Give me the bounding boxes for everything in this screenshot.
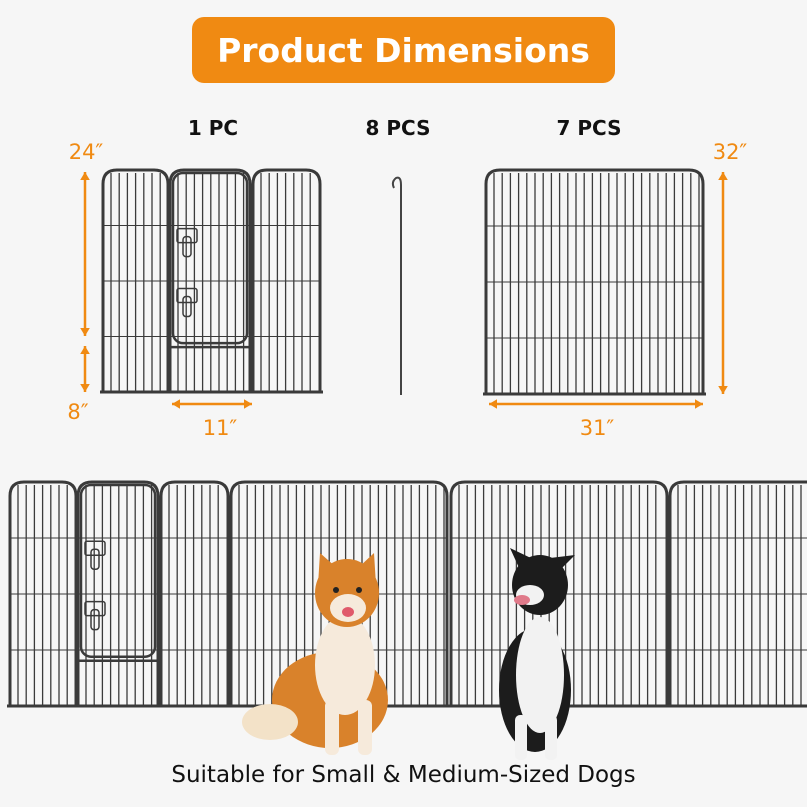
door-frame [79, 483, 157, 658]
fence-panel-frame [168, 168, 252, 392]
arrow-32-head [718, 172, 728, 180]
shiba-eye [333, 587, 339, 593]
door-latch [176, 227, 198, 244]
collie-tongue [514, 595, 530, 605]
collie-leg [545, 715, 557, 760]
shiba-tongue [342, 607, 354, 617]
shiba-chest [315, 615, 375, 715]
arrow-11-head [244, 399, 252, 409]
collie-ear [550, 555, 575, 570]
dim-32: 32″ [712, 140, 748, 164]
shiba-ear [318, 553, 337, 585]
title-banner: Product Dimensions [192, 17, 615, 83]
door-latch [84, 540, 106, 556]
dim-8: 8″ [67, 400, 89, 424]
door-latch-bolt [90, 548, 100, 570]
arrow-8-head [80, 384, 90, 392]
label-1-pc: 1 PC [187, 116, 239, 140]
label-7-pcs: 7 PCS [556, 116, 622, 140]
dim-11: 11″ [202, 416, 238, 440]
ground-stake [391, 176, 402, 395]
fence-panel-frame [76, 480, 160, 706]
shiba-tail [242, 704, 298, 740]
collie-leg [515, 715, 527, 760]
arrow-11-head [172, 399, 180, 409]
arrow-8-head [80, 346, 90, 354]
collie-chest [516, 617, 564, 733]
door-frame [171, 171, 249, 345]
arrow-31-head [695, 399, 703, 409]
door-latch [176, 287, 198, 304]
fence-panel-frame [8, 480, 78, 706]
door-latch-bolt [90, 608, 100, 631]
door-latch-bolt [182, 235, 192, 258]
label-8-pcs: 8 PCS [365, 116, 431, 140]
arrow-31-head [489, 399, 497, 409]
arrow-24-head [80, 328, 90, 336]
door-latch-bolt [182, 295, 192, 318]
door-latch [84, 600, 106, 617]
fence-panel-frame [449, 480, 669, 706]
fence-panel-frame [159, 480, 230, 706]
fence-panel-frame [484, 168, 705, 394]
collie-ear [510, 548, 535, 570]
arrow-24-head [80, 172, 90, 180]
caption: Suitable for Small & Medium-Sized Dogs [171, 762, 636, 788]
fence-panel-frame [668, 480, 807, 706]
arrow-32-head [718, 386, 728, 394]
fence-panel-frame [251, 168, 322, 392]
shiba-eye [356, 587, 362, 593]
dim-31: 31″ [579, 416, 615, 440]
dim-24: 24″ [68, 140, 104, 164]
fence-panel-frame [229, 480, 449, 706]
shiba-leg [325, 700, 339, 755]
shiba-leg [358, 700, 372, 755]
shiba-ear [358, 553, 376, 585]
fence-panel-frame [101, 168, 170, 392]
